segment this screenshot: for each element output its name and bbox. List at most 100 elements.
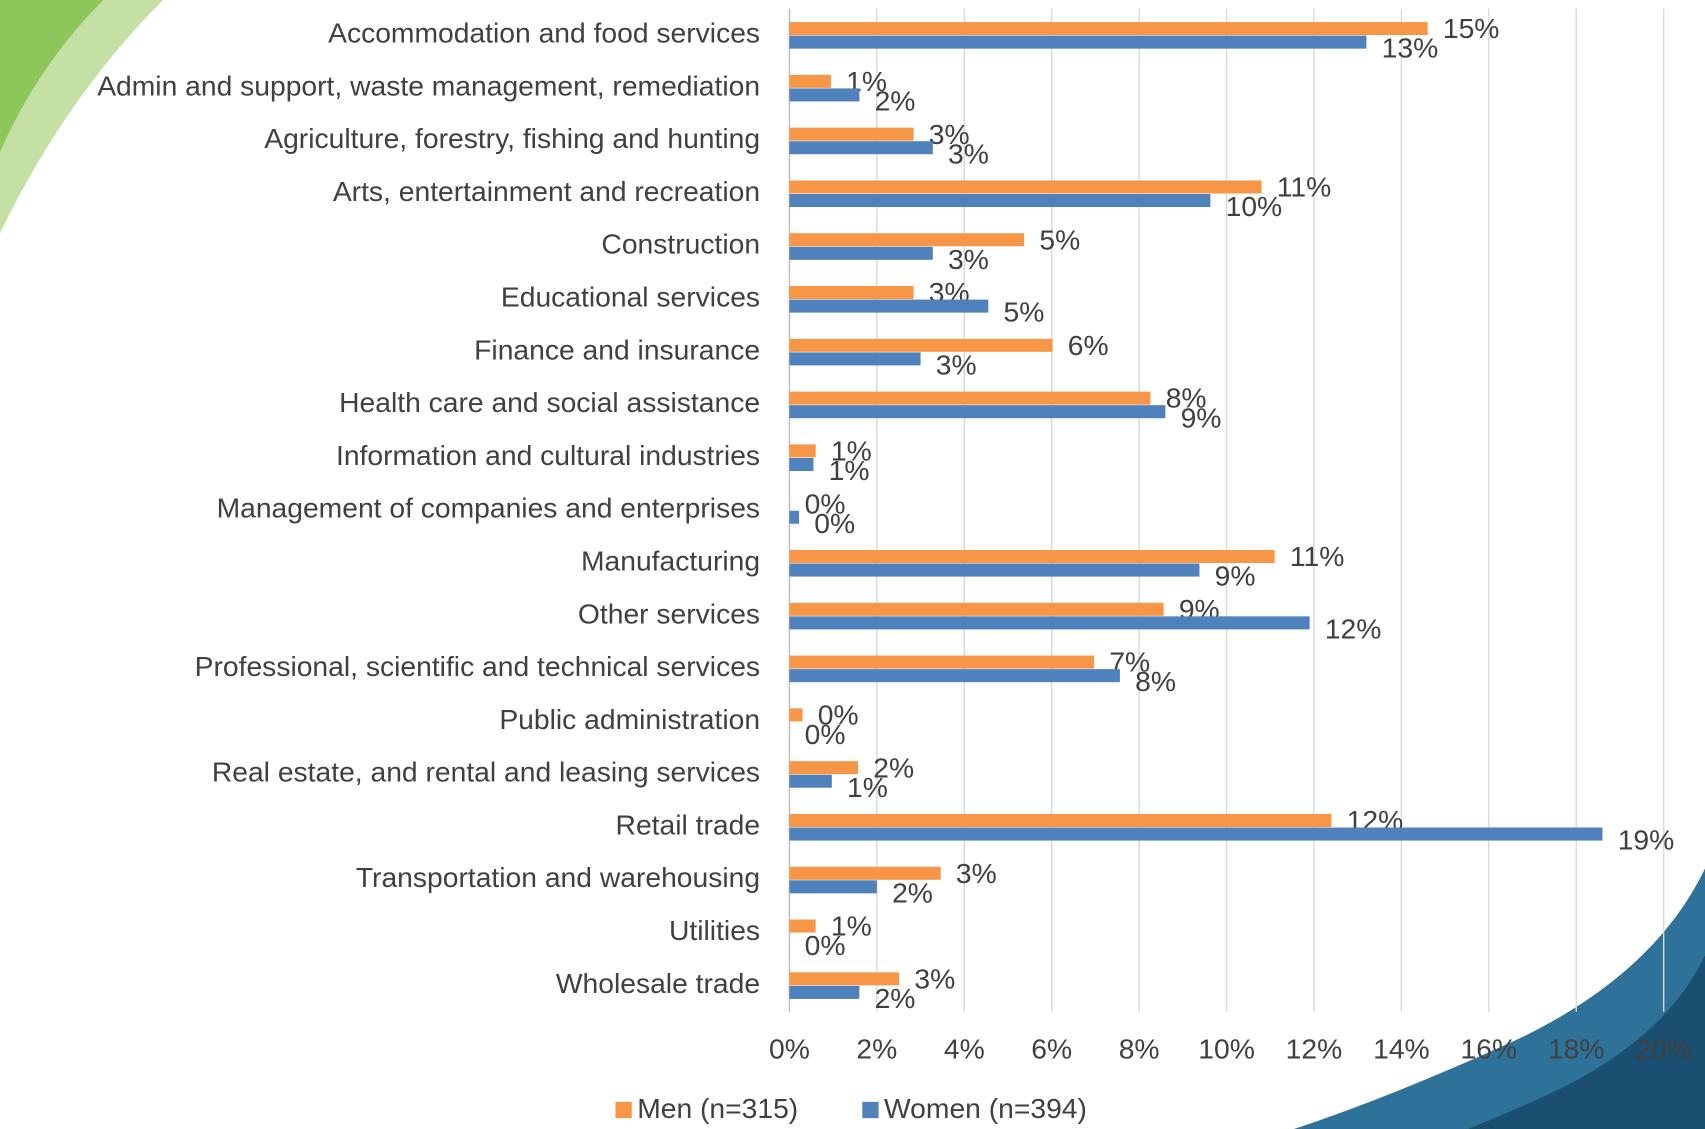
x-tick-label: 8%	[1119, 1032, 1160, 1064]
value-label: 6%	[1068, 329, 1109, 361]
grid	[788, 8, 1665, 1012]
bar	[789, 352, 921, 366]
y-tick-label: Health care and social assistance	[339, 386, 760, 418]
value-label: 2%	[873, 751, 914, 783]
legend-label: Men (n=315)	[637, 1092, 798, 1124]
value-label: 13%	[1382, 32, 1439, 64]
legend-label: Women (n=394)	[884, 1092, 1087, 1124]
value-label: 9%	[1215, 560, 1256, 592]
value-label: 0%	[805, 487, 846, 519]
bar	[789, 866, 941, 880]
bar	[789, 708, 803, 722]
bar	[789, 919, 816, 933]
y-tick-label: Utilities	[669, 914, 760, 946]
bar	[789, 74, 831, 88]
value-label: 2%	[875, 85, 916, 117]
bar	[789, 669, 1120, 683]
value-label: 2%	[875, 982, 916, 1014]
x-tick-label: 12%	[1286, 1032, 1343, 1064]
legend-swatch	[615, 1101, 632, 1119]
value-label: 15%	[1443, 12, 1500, 44]
bar	[789, 972, 900, 986]
bar	[789, 391, 1151, 405]
bar	[789, 141, 933, 155]
y-tick-label: Educational services	[501, 281, 760, 313]
x-tick-label: 6%	[1031, 1032, 1072, 1064]
bar	[789, 35, 1367, 49]
bar	[789, 563, 1200, 577]
value-label: 3%	[948, 243, 989, 275]
bar	[789, 457, 814, 471]
bar	[789, 88, 860, 102]
bar	[789, 233, 1025, 247]
value-label: 8%	[1166, 382, 1207, 414]
bar	[789, 549, 1275, 564]
x-tick-label: 14%	[1373, 1032, 1430, 1064]
legend-swatch	[862, 1101, 879, 1119]
bar	[789, 338, 1053, 352]
bar	[789, 827, 1603, 841]
bar	[789, 602, 1164, 616]
y-tick-label: Admin and support, waste management, rem…	[97, 69, 760, 101]
value-label: 0%	[805, 718, 846, 750]
bar	[789, 405, 1166, 419]
x-tick-label: 20%	[1635, 1032, 1692, 1064]
y-tick-label: Professional, scientific and technical s…	[195, 650, 760, 682]
value-label: 19%	[1618, 824, 1675, 856]
x-tick-label: 16%	[1461, 1032, 1518, 1064]
y-tick-label: Other services	[578, 597, 760, 629]
x-tick-label: 10%	[1198, 1032, 1255, 1064]
value-label: 8%	[1135, 665, 1176, 697]
x-tick-label: 4%	[944, 1032, 985, 1064]
y-tick-label: Management of companies and enterprises	[217, 492, 760, 524]
bar	[789, 774, 832, 788]
y-tick-label: Retail trade	[616, 808, 761, 840]
y-tick-label: Construction	[601, 228, 760, 260]
value-label: 11%	[1277, 171, 1331, 203]
value-label: 10%	[1226, 190, 1283, 222]
y-tick-label: Agriculture, forestry, fishing and hunti…	[264, 122, 760, 154]
y-tick-label: Arts, entertainment and recreation	[333, 175, 760, 207]
value-label: 2%	[892, 876, 933, 908]
value-label: 9%	[1181, 401, 1222, 433]
y-tick-label: Manufacturing	[581, 544, 760, 576]
bar	[789, 761, 859, 775]
bar	[789, 813, 1332, 827]
y-tick-label: Public administration	[499, 703, 760, 735]
bar	[789, 127, 914, 141]
y-tick-label: Information and cultural industries	[336, 439, 760, 471]
value-label: 5%	[1039, 223, 1080, 255]
bar	[789, 194, 1211, 208]
bar	[789, 22, 1428, 36]
value-label: 1%	[831, 910, 872, 942]
value-label: 3%	[914, 962, 955, 994]
bar	[789, 246, 933, 260]
value-label: 3%	[948, 137, 989, 169]
value-label: 12%	[1325, 612, 1382, 644]
x-tick-label: 0%	[769, 1032, 810, 1064]
bar	[789, 655, 1095, 669]
x-tick-label: 18%	[1548, 1032, 1605, 1064]
value-label: 1%	[829, 454, 870, 486]
bar	[789, 286, 914, 300]
bar	[789, 985, 860, 999]
bar	[789, 510, 800, 524]
bar	[789, 880, 877, 894]
y-tick-label: Transportation and warehousing	[356, 861, 760, 893]
bar	[789, 299, 989, 313]
y-tick-label: Real estate, and rental and leasing serv…	[212, 756, 760, 788]
value-label: 0%	[818, 699, 859, 731]
value-label: 1%	[831, 435, 872, 467]
y-tick-label: Accommodation and food services	[328, 17, 760, 49]
value-label: 3%	[956, 857, 997, 889]
value-label: 0%	[805, 929, 846, 961]
bar	[789, 180, 1262, 194]
x-tick-label: 2%	[856, 1032, 897, 1064]
plot: 0% 2% 4% 6% 8% 10% 12% 14% 16% 18% 20% Accommodatio…	[97, 8, 1692, 1124]
value-label: 1%	[847, 771, 888, 803]
bar	[789, 616, 1310, 630]
value-label: 3%	[929, 118, 970, 150]
value-label: 11%	[1290, 540, 1344, 572]
